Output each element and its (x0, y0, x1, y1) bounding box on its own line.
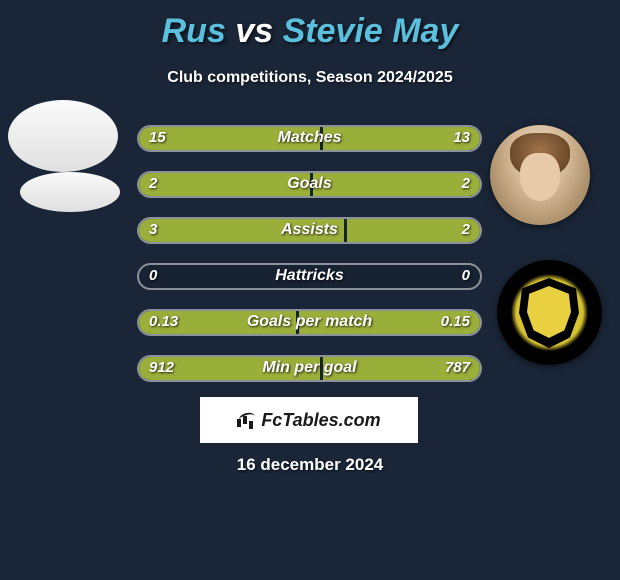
stat-row-matches: 15 Matches 13 (137, 125, 482, 152)
comparison-title: Rus vs Stevie May (0, 0, 620, 51)
stat-value-right: 0 (462, 267, 470, 284)
stat-row-min-per-goal: 912 Min per goal 787 (137, 355, 482, 382)
stat-value-right: 2 (462, 175, 470, 192)
player2-avatar (490, 125, 590, 225)
stat-value-right: 0.15 (441, 313, 470, 330)
brand-chart-icon (237, 413, 257, 427)
stat-row-goals: 2 Goals 2 (137, 171, 482, 198)
stat-row-hattricks: 0 Hattricks 0 (137, 263, 482, 290)
stats-container: 15 Matches 13 2 Goals 2 3 Assists 2 0 Ha… (137, 125, 482, 401)
player1-avatar-shape-1 (8, 100, 118, 172)
stat-value-right: 787 (445, 359, 470, 376)
player1-name: Rus (162, 12, 226, 50)
stat-value-right: 2 (462, 221, 470, 238)
competition-subtitle: Club competitions, Season 2024/2025 (0, 69, 620, 87)
player2-club-badge (497, 260, 602, 365)
brand-attribution[interactable]: FcTables.com (200, 397, 418, 443)
stat-label: Goals (139, 175, 480, 193)
stat-label: Assists (139, 221, 480, 239)
stat-value-right: 13 (453, 129, 470, 146)
stat-label: Goals per match (139, 313, 480, 331)
date-label: 16 december 2024 (0, 455, 620, 475)
stat-label: Matches (139, 129, 480, 147)
stat-label: Min per goal (139, 359, 480, 377)
player1-avatar-shape-2 (20, 172, 120, 212)
player2-name: Stevie May (283, 12, 459, 50)
stat-label: Hattricks (139, 267, 480, 285)
brand-text: FcTables.com (261, 410, 380, 431)
stat-row-goals-per-match: 0.13 Goals per match 0.15 (137, 309, 482, 336)
vs-text: vs (235, 12, 273, 50)
stat-row-assists: 3 Assists 2 (137, 217, 482, 244)
